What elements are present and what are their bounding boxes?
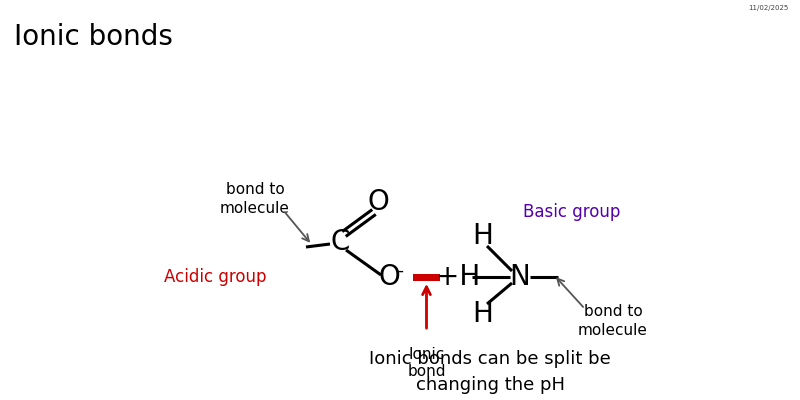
Text: -: - <box>397 262 403 280</box>
Text: C: C <box>330 228 350 256</box>
Text: bond to
molecule: bond to molecule <box>220 182 290 216</box>
Text: O: O <box>378 263 400 291</box>
Text: Acidic group: Acidic group <box>164 268 266 286</box>
Text: Ionic bonds can be split be
changing the pH: Ionic bonds can be split be changing the… <box>369 350 611 394</box>
Text: O: O <box>367 188 389 216</box>
Text: Ionic
bond: Ionic bond <box>407 347 446 379</box>
Text: H: H <box>473 300 494 328</box>
Text: Basic group: Basic group <box>523 203 621 221</box>
Text: Ionic bonds: Ionic bonds <box>14 23 174 51</box>
Bar <box>413 274 440 280</box>
Text: H: H <box>473 222 494 250</box>
Text: +H: +H <box>436 263 480 291</box>
Text: N: N <box>510 263 530 291</box>
Text: 11/02/2025: 11/02/2025 <box>748 5 788 11</box>
Text: bond to
molecule: bond to molecule <box>578 304 648 338</box>
